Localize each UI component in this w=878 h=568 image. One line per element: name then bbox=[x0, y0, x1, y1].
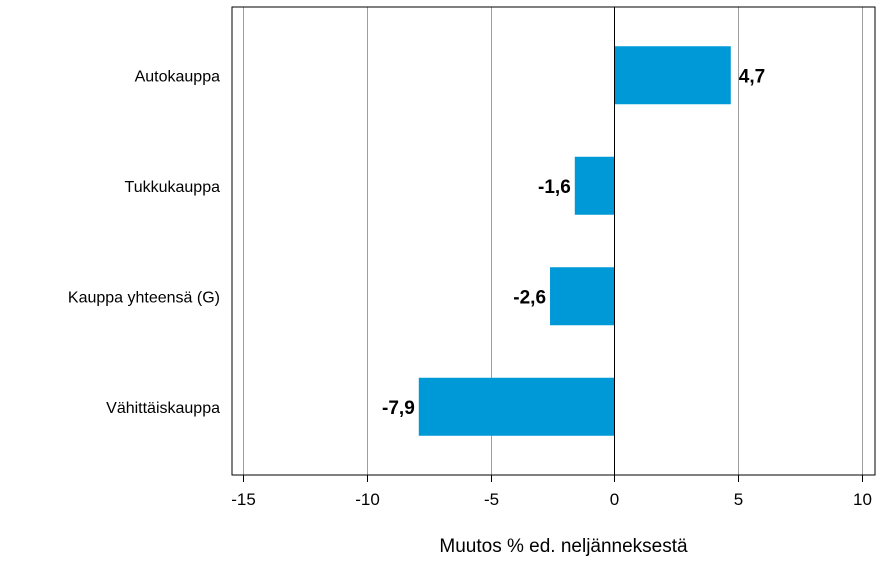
data-labels: 4,7 -1,6 -2,6 -7,9 bbox=[382, 66, 765, 419]
bar bbox=[574, 156, 615, 215]
category-labels: Autokauppa Tukkukauppa Kauppa yhteensä (G)… bbox=[68, 68, 220, 417]
category-label: Autokauppa bbox=[135, 68, 221, 85]
bar bbox=[614, 46, 731, 105]
category-label: Kauppa yhteensä (G) bbox=[68, 289, 220, 306]
data-label: -2,6 bbox=[513, 287, 546, 308]
bar bbox=[550, 267, 615, 326]
x-tick-label: -5 bbox=[484, 490, 499, 509]
x-axis-ticks: -15 -10 -5 0 5 10 bbox=[231, 475, 872, 509]
x-tick-label: -15 bbox=[231, 490, 256, 509]
x-tick-label: 5 bbox=[734, 490, 743, 509]
x-tick-label: 0 bbox=[610, 490, 619, 509]
data-label: -7,9 bbox=[382, 398, 415, 419]
grid-lines bbox=[243, 7, 863, 475]
category-label: Vähittäiskauppa bbox=[106, 400, 220, 417]
plot-frame bbox=[231, 6, 876, 476]
category-label: Tukkukauppa bbox=[125, 179, 221, 196]
bar bbox=[418, 377, 615, 436]
x-tick-label: 10 bbox=[853, 490, 872, 509]
x-tick-label: -10 bbox=[355, 490, 380, 509]
bars bbox=[418, 46, 731, 436]
data-label: -1,6 bbox=[538, 177, 571, 198]
data-label: 4,7 bbox=[739, 66, 765, 87]
x-axis-title: Muutos % ed. neljänneksestä bbox=[439, 536, 688, 557]
